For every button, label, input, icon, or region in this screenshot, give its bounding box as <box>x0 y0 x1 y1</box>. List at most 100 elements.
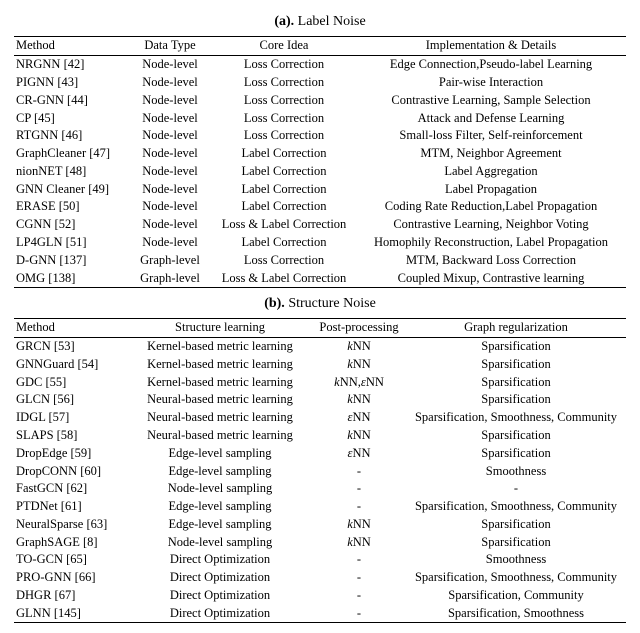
cell: DropEdge [59] <box>14 444 128 462</box>
table-row: SLAPS [58]Neural-based metric learningkN… <box>14 427 626 445</box>
cell: Node-level sampling <box>128 480 312 498</box>
cell: Node-level <box>128 109 212 127</box>
table-row: GRCN [53]Kernel-based metric learningkNN… <box>14 337 626 355</box>
cell: Sparsification <box>406 533 626 551</box>
caption-a-tag: (a). <box>274 14 294 29</box>
cell: Smoothness <box>406 551 626 569</box>
cell: Sparsification, Smoothness, Community <box>406 409 626 427</box>
cell: Kernel-based metric learning <box>128 337 312 355</box>
col-postprocessing: Post-processing <box>312 318 406 337</box>
table-row: NeuralSparse [63]Edge-level samplingkNNS… <box>14 516 626 534</box>
col-method: Method <box>14 318 128 337</box>
table-row: LP4GLN [51]Node-levelLabel CorrectionHom… <box>14 234 626 252</box>
cell: - <box>312 587 406 605</box>
cell: LP4GLN [51] <box>14 234 128 252</box>
cell: Node-level <box>128 216 212 234</box>
table-row: GraphCleaner [47]Node-levelLabel Correct… <box>14 145 626 163</box>
table-row: GLNN [145]Direct Optimization-Sparsifica… <box>14 604 626 622</box>
cell: Graph-level <box>128 251 212 269</box>
cell: GLCN [56] <box>14 391 128 409</box>
cell: Contrastive Learning, Sample Selection <box>356 91 626 109</box>
cell: Label Correction <box>212 145 356 163</box>
cell: Loss & Label Correction <box>212 216 356 234</box>
table-row: GraphSAGE [8]Node-level samplingkNNSpars… <box>14 533 626 551</box>
cell: Kernel-based metric learning <box>128 373 312 391</box>
cell: Direct Optimization <box>128 569 312 587</box>
cell: ERASE [50] <box>14 198 128 216</box>
cell: kNN <box>312 391 406 409</box>
col-regularization: Graph regularization <box>406 318 626 337</box>
table-a-header-row: Method Data Type Core Idea Implementatio… <box>14 37 626 56</box>
cell: MTM, Backward Loss Correction <box>356 251 626 269</box>
cell: DHGR [67] <box>14 587 128 605</box>
col-datatype: Data Type <box>128 37 212 56</box>
cell: Loss Correction <box>212 91 356 109</box>
table-row: RTGNN [46]Node-levelLoss CorrectionSmall… <box>14 127 626 145</box>
table-row: CGNN [52]Node-levelLoss & Label Correcti… <box>14 216 626 234</box>
cell: Contrastive Learning, Neighbor Voting <box>356 216 626 234</box>
cell: RTGNN [46] <box>14 127 128 145</box>
cell: Sparsification, Community <box>406 587 626 605</box>
cell: Homophily Reconstruction, Label Propagat… <box>356 234 626 252</box>
cell: PTDNet [61] <box>14 498 128 516</box>
cell: Label Correction <box>212 198 356 216</box>
table-row: OMG [138]Graph-levelLoss & Label Correct… <box>14 269 626 287</box>
cell: Label Correction <box>212 180 356 198</box>
cell: MTM, Neighbor Agreement <box>356 145 626 163</box>
cell: Coding Rate Reduction,Label Propagation <box>356 198 626 216</box>
cell: TO-GCN [65] <box>14 551 128 569</box>
cell: Coupled Mixup, Contrastive learning <box>356 269 626 287</box>
cell: - <box>312 462 406 480</box>
table-row: PIGNN [43]Node-levelLoss CorrectionPair-… <box>14 74 626 92</box>
col-coreidea: Core Idea <box>212 37 356 56</box>
cell: CR-GNN [44] <box>14 91 128 109</box>
cell: Neural-based metric learning <box>128 427 312 445</box>
cell: CP [45] <box>14 109 128 127</box>
cell: Sparsification <box>406 373 626 391</box>
cell: kNN,εNN <box>312 373 406 391</box>
cell: Node-level sampling <box>128 533 312 551</box>
cell: Direct Optimization <box>128 604 312 622</box>
cell: OMG [138] <box>14 269 128 287</box>
table-row: GNN Cleaner [49]Node-levelLabel Correcti… <box>14 180 626 198</box>
cell: Edge-level sampling <box>128 516 312 534</box>
cell: Small-loss Filter, Self-reinforcement <box>356 127 626 145</box>
cell: GNN Cleaner [49] <box>14 180 128 198</box>
cell: GLNN [145] <box>14 604 128 622</box>
cell: Node-level <box>128 180 212 198</box>
cell: Sparsification <box>406 516 626 534</box>
cell: GraphSAGE [8] <box>14 533 128 551</box>
caption-b: (b). Structure Noise <box>14 296 626 312</box>
cell: kNN <box>312 516 406 534</box>
caption-b-tag: (b). <box>264 296 285 311</box>
caption-a: (a). Label Noise <box>14 14 626 30</box>
cell: - <box>312 480 406 498</box>
caption-a-text: Label Noise <box>294 14 366 29</box>
cell: GDC [55] <box>14 373 128 391</box>
table-row: NRGNN [42]Node-levelLoss CorrectionEdge … <box>14 55 626 73</box>
cell: - <box>312 551 406 569</box>
cell: CGNN [52] <box>14 216 128 234</box>
table-row: ERASE [50]Node-levelLabel CorrectionCodi… <box>14 198 626 216</box>
cell: Loss & Label Correction <box>212 269 356 287</box>
cell: kNN <box>312 533 406 551</box>
cell: - <box>312 604 406 622</box>
table-row: nionNET [48]Node-levelLabel CorrectionLa… <box>14 162 626 180</box>
cell: - <box>406 480 626 498</box>
cell: GNNGuard [54] <box>14 356 128 374</box>
cell: Label Correction <box>212 162 356 180</box>
cell: Direct Optimization <box>128 551 312 569</box>
cell: Pair-wise Interaction <box>356 74 626 92</box>
col-method: Method <box>14 37 128 56</box>
table-row: CP [45]Node-levelLoss CorrectionAttack a… <box>14 109 626 127</box>
table-row: GNNGuard [54]Kernel-based metric learnin… <box>14 356 626 374</box>
cell: Sparsification, Smoothness <box>406 604 626 622</box>
cell: Neural-based metric learning <box>128 391 312 409</box>
cell: Attack and Defense Learning <box>356 109 626 127</box>
cell: Label Aggregation <box>356 162 626 180</box>
cell: εNN <box>312 444 406 462</box>
table-row: FastGCN [62]Node-level sampling-- <box>14 480 626 498</box>
cell: Loss Correction <box>212 109 356 127</box>
cell: Loss Correction <box>212 55 356 73</box>
cell: PRO-GNN [66] <box>14 569 128 587</box>
